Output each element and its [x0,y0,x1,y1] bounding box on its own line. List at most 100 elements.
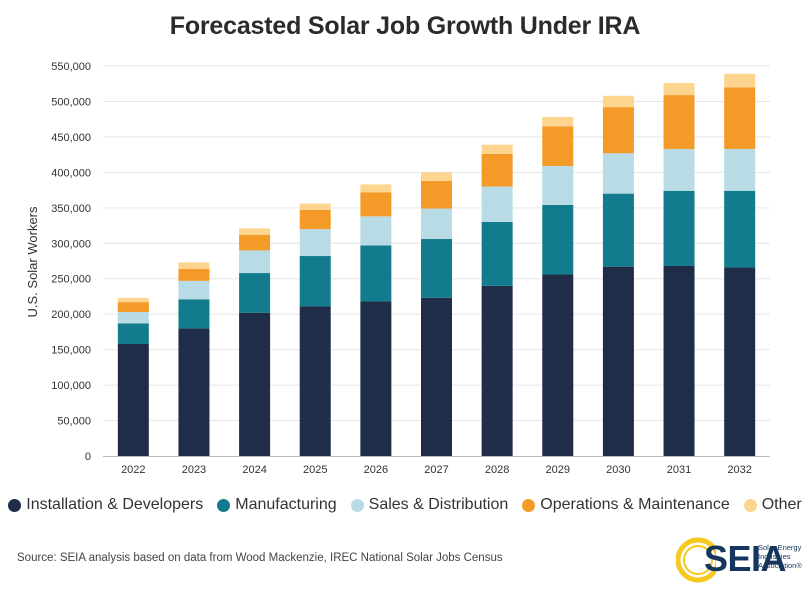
y-tick-label: 0 [85,451,91,463]
bar-operations-maintenance-2024 [239,234,271,251]
bar-operations-maintenance-2030 [602,107,634,154]
legend-label: Sales & Distribution [368,496,509,513]
bars [117,73,756,456]
legend-label: Manufacturing [235,496,337,513]
y-tick-label: 50,000 [57,416,91,428]
logo-tagline: Solar Energy Industries Association® [758,543,802,570]
bar-other-2031 [663,83,695,96]
y-tick-label: 400,000 [51,167,91,179]
bar-installation-developers-2030 [602,266,634,456]
sun-icon [676,537,716,583]
bar-operations-maintenance-2026 [360,192,392,217]
bar-operations-maintenance-2032 [724,87,756,149]
bar-manufacturing-2029 [542,204,574,275]
x-axis-tick-labels: 2022 2023 2024 2025 2026 2027 2028 2029 2030 2031… [121,464,752,476]
bar-sales-distribution-2026 [360,216,392,246]
y-tick-label: 550,000 [51,61,91,73]
x-tick-label: 2031 [667,464,691,476]
seia-logo: SEIA Solar Energy Industries Association… [676,536,806,584]
y-tick-label: 100,000 [51,380,91,392]
bar-installation-developers-2025 [299,306,331,456]
bar-installation-developers-2032 [724,267,756,456]
legend-swatch [8,498,22,512]
bar-installation-developers-2028 [481,285,513,456]
bar-installation-developers-2022 [117,343,149,456]
legend-item-sales-distribution: Sales & Distribution [350,496,509,514]
bar-operations-maintenance-2023 [178,268,210,281]
legend-item-operations-maintenance: Operations & Maintenance [522,496,730,514]
bar-installation-developers-2031 [663,265,695,456]
bar-manufacturing-2023 [178,299,210,329]
bar-other-2025 [299,203,331,210]
bar-sales-distribution-2032 [724,148,756,191]
y-tick-label: 150,000 [51,345,91,357]
bar-operations-maintenance-2029 [542,126,574,166]
bar-manufacturing-2030 [602,193,634,267]
stacked-bar-chart: 0 50,000 100,000 150,000 200,000 250,000 300,0… [25,61,770,476]
bar-other-2027 [421,172,452,181]
bar-other-2032 [724,73,756,88]
x-tick-label: 2022 [121,464,145,476]
bar-sales-distribution-2029 [542,165,574,205]
bar-manufacturing-2025 [299,256,331,307]
legend-label: Other [761,496,802,513]
legend-swatch [217,498,231,512]
logo-wordmark: SEIA [704,538,787,579]
bar-sales-distribution-2028 [481,186,513,222]
bar-other-2026 [360,184,392,193]
y-axis-label: U.S. Solar Workers [25,206,40,318]
x-tick-label: 2032 [727,464,751,476]
x-tick-label: 2030 [606,464,630,476]
bar-manufacturing-2028 [481,222,513,286]
bar-sales-distribution-2023 [178,280,210,300]
bar-other-2028 [481,144,513,154]
y-tick-label: 450,000 [51,132,91,144]
chart-title: Forecasted Solar Job Growth Under IRA [169,12,641,40]
source-note: Source: SEIA analysis based on data from… [17,552,503,564]
bar-other-2030 [602,95,634,108]
legend-item-other: Other [743,496,802,514]
bar-installation-developers-2023 [178,328,210,456]
x-tick-label: 2023 [182,464,206,476]
bar-sales-distribution-2022 [117,312,149,324]
bar-sales-distribution-2027 [421,208,452,240]
bar-operations-maintenance-2022 [117,302,149,313]
bar-operations-maintenance-2028 [481,153,513,187]
y-tick-label: 500,000 [51,96,91,108]
x-tick-label: 2026 [364,464,388,476]
bar-other-2024 [239,228,271,235]
bar-other-2023 [178,262,210,269]
legend-item-installation-developers: Installation & Developers [8,496,203,514]
legend-label: Operations & Maintenance [540,496,730,513]
x-tick-label: 2029 [546,464,570,476]
bar-installation-developers-2029 [542,274,574,456]
bar-operations-maintenance-2025 [299,209,331,230]
legend-swatch [743,498,757,512]
bar-manufacturing-2026 [360,245,392,302]
bar-manufacturing-2031 [663,190,695,266]
bar-manufacturing-2027 [421,239,452,298]
legend-label: Installation & Developers [26,496,204,513]
bar-installation-developers-2027 [421,297,452,456]
bar-sales-distribution-2025 [299,229,331,257]
x-tick-label: 2028 [485,464,509,476]
x-tick-label: 2025 [303,464,327,476]
y-tick-label: 200,000 [51,309,91,321]
y-tick-label: 300,000 [51,238,91,250]
bar-manufacturing-2022 [117,323,149,344]
legend-swatch [522,498,536,512]
bar-other-2022 [117,297,149,303]
bar-sales-distribution-2031 [663,148,695,191]
bar-operations-maintenance-2031 [663,95,695,149]
legend-swatch [350,498,364,512]
y-axis-tick-labels: 0 50,000 100,000 150,000 200,000 250,000 300,0… [51,61,91,463]
bar-sales-distribution-2030 [602,153,634,194]
bar-sales-distribution-2024 [239,250,271,274]
y-tick-label: 250,000 [51,274,91,286]
x-tick-label: 2024 [242,464,266,476]
y-tick-label: 350,000 [51,203,91,215]
legend: Installation & Developers Manufacturing Sa… [0,496,810,514]
bar-operations-maintenance-2027 [421,180,452,209]
bar-installation-developers-2024 [239,312,271,456]
bar-installation-developers-2026 [360,301,392,456]
